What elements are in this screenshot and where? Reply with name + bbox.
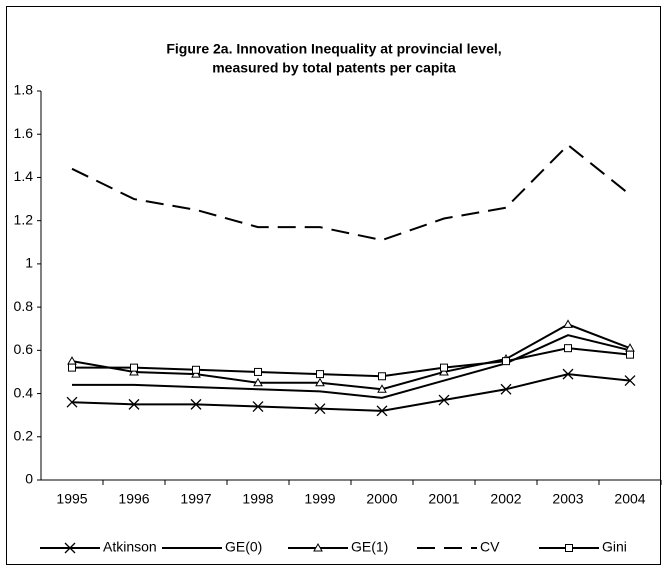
marker-square	[316, 370, 324, 379]
x-tick-label: 2002	[490, 491, 521, 507]
series-line	[72, 347, 631, 378]
marker-x	[128, 398, 140, 410]
legend-label: Gini	[602, 539, 627, 555]
x-tick-label: 1996	[118, 491, 149, 507]
chart-border	[6, 6, 661, 565]
marker-triangle	[313, 542, 323, 552]
marker-square	[564, 344, 572, 353]
x-tick-label: 1995	[56, 491, 87, 507]
marker-x	[500, 383, 512, 395]
y-tick-label: 1.2	[14, 211, 34, 227]
marker-triangle	[253, 377, 263, 387]
marker-square	[565, 544, 573, 552]
marker-x	[438, 394, 450, 406]
marker-x	[190, 398, 202, 410]
series-line	[71, 323, 631, 391]
legend-label: CV	[480, 539, 500, 555]
marker-x	[64, 542, 76, 554]
y-tick-label: 1	[25, 255, 33, 271]
marker-x	[252, 401, 264, 412]
y-tick-label: 0.8	[14, 298, 34, 314]
marker-x	[376, 405, 388, 417]
y-tick-label: 1.4	[14, 168, 34, 184]
x-tick-label: 1999	[304, 491, 335, 507]
series-line	[71, 143, 631, 242]
y-tick-label: 0	[25, 471, 33, 487]
marker-x	[562, 368, 574, 380]
series-line	[71, 373, 631, 412]
y-tick-label: 1.6	[14, 125, 34, 141]
marker-square	[502, 357, 510, 366]
chart-title: measured by total patents per capita	[212, 60, 456, 76]
y-tick-label: 0.6	[14, 341, 34, 357]
legend-label: GE(1)	[351, 539, 388, 555]
x-tick-label: 2003	[552, 491, 583, 507]
y-tick-label: 1.8	[14, 82, 34, 98]
x-tick-label: 1998	[242, 491, 273, 507]
marker-square	[254, 367, 262, 376]
marker-x	[314, 403, 326, 415]
marker-square	[378, 372, 386, 381]
marker-x	[624, 375, 636, 387]
x-tick-label: 2000	[366, 491, 397, 507]
marker-x	[66, 396, 78, 408]
legend-label: Atkinson	[103, 539, 157, 555]
series-line	[72, 334, 631, 399]
legend-label: GE(0)	[225, 539, 262, 555]
marker-square	[130, 363, 138, 372]
marker-square	[626, 350, 634, 359]
marker-square	[68, 363, 76, 372]
y-tick-label: 0.2	[14, 427, 34, 443]
y-tick-label: 0.4	[14, 384, 34, 400]
marker-triangle	[563, 319, 573, 328]
marker-triangle	[315, 377, 325, 387]
x-tick-label: 2004	[614, 491, 645, 507]
marker-triangle	[377, 384, 387, 393]
chart-title: Figure 2a. Innovation Inequality at prov…	[166, 41, 501, 57]
marker-square	[192, 365, 200, 374]
x-tick-label: 2001	[428, 491, 459, 507]
x-tick-label: 1997	[180, 491, 211, 507]
marker-square	[440, 363, 448, 372]
